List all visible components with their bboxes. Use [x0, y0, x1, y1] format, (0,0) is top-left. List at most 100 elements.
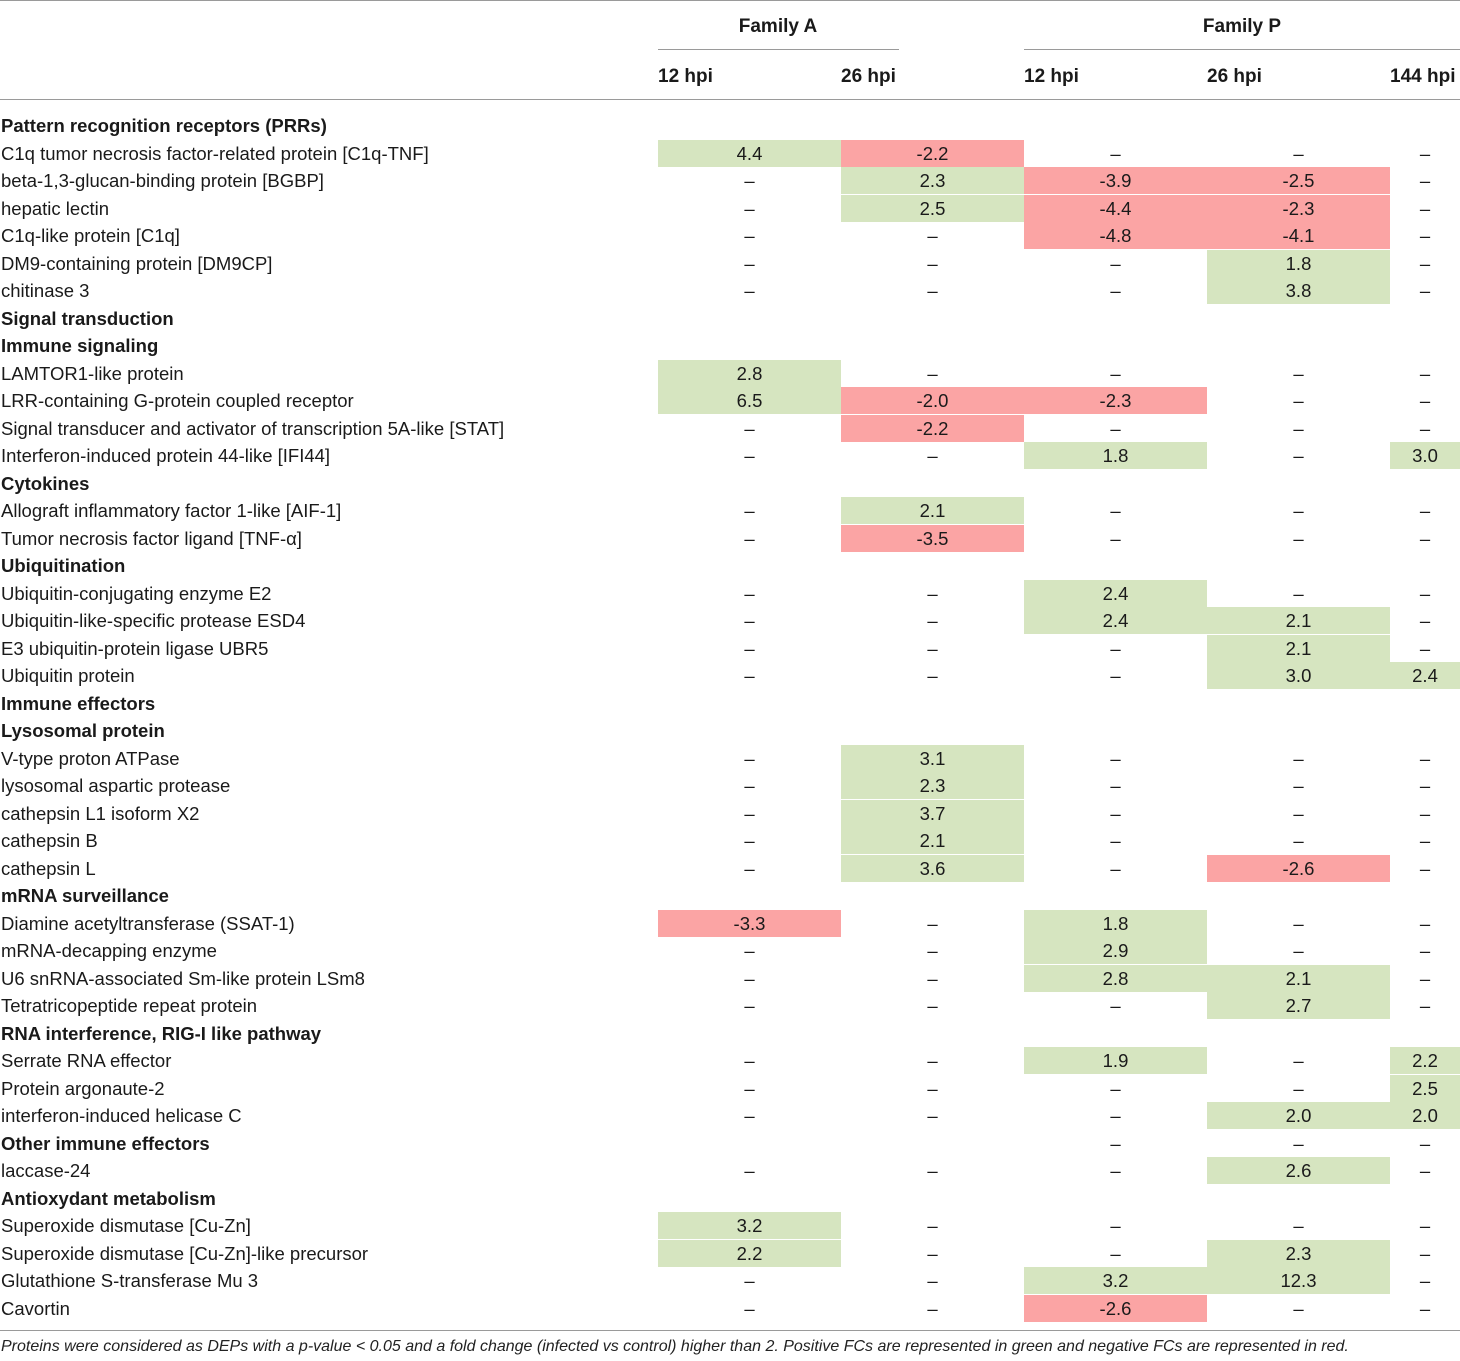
table-row: E3 ubiquitin-protein ligase UBR5 – – – 2.1 –: [0, 634, 1460, 662]
category-label: Lysosomal protein: [1, 720, 165, 741]
fc-cell: –: [1419, 417, 1431, 439]
fc-cell: –: [1419, 610, 1431, 631]
fc-cell-positive: 12.3: [1207, 1267, 1390, 1294]
fc-cell: –: [1293, 802, 1304, 824]
fc-cell: –: [1293, 500, 1304, 521]
fc-cell: –: [744, 500, 755, 521]
fc-cell: –: [1293, 445, 1304, 466]
fc-cell: –: [1419, 582, 1431, 604]
fc-cell: –: [927, 1297, 938, 1319]
table-row: lysosomal aspartic protease – 2.3 – – –: [0, 772, 1460, 799]
fc-cell: –: [1110, 362, 1121, 384]
fc-cell: –: [1293, 912, 1304, 934]
fc-cell: –: [1419, 390, 1431, 411]
protein-name: laccase-24: [1, 1160, 91, 1181]
fc-cell-negative: -4.1: [1207, 222, 1390, 249]
protein-name: V-type proton ATPase: [1, 747, 180, 769]
fc-cell: –: [1293, 775, 1304, 796]
fc-cell: –: [1293, 940, 1304, 961]
fc-cell: –: [927, 1077, 938, 1099]
fc-cell: –: [744, 280, 755, 301]
fc-cell-positive: 2.5: [1390, 1074, 1460, 1102]
table-row: Glutathione S-transferase Mu 3 – – 3.2 12.3 –: [0, 1267, 1460, 1294]
category-row: Pattern recognition receptors (PRRs): [0, 112, 1460, 139]
fc-cell: –: [1293, 1297, 1304, 1319]
category-row: Lysosomal protein: [0, 717, 1460, 744]
fc-cell-positive: 2.5: [841, 194, 1024, 222]
fc-cell: –: [1293, 747, 1304, 769]
fc-cell: –: [927, 1215, 938, 1236]
col-header-p-26hpi: 26 hpi: [1207, 66, 1262, 87]
fc-cell-positive: 3.8: [1207, 277, 1390, 304]
category-label: Other immune effectors: [1, 1132, 210, 1154]
protein-name: E3 ubiquitin-protein ligase UBR5: [1, 637, 269, 659]
fc-cell-positive: 2.3: [841, 772, 1024, 799]
fc-cell: –: [1293, 527, 1304, 549]
fc-cell: –: [1110, 252, 1121, 274]
col-header-a-12hpi: 12 hpi: [658, 66, 713, 87]
table-row: DM9-containing protein [DM9CP] – – – 1.8 –: [0, 249, 1460, 277]
fc-cell: –: [1419, 170, 1431, 191]
category-label: Cytokines: [1, 472, 90, 494]
fc-cell: –: [1419, 1297, 1431, 1319]
table-row: U6 snRNA-associated Sm-like protein LSm8…: [0, 964, 1460, 992]
category-label: Ubiquitination: [1, 555, 126, 576]
category-row: Other immune effectors – – –: [0, 1130, 1460, 1157]
protein-name: Interferon-induced protein 44-like [IFI4…: [1, 445, 331, 466]
fc-cell: –: [1419, 197, 1431, 219]
fc-cell-positive: 2.3: [1207, 1239, 1390, 1267]
protein-name: Protein argonaute-2: [1, 1077, 165, 1099]
fc-cell: –: [1110, 527, 1121, 549]
table-row: Allograft inflammatory factor 1-like [AI…: [0, 497, 1460, 524]
table-row: Serrate RNA effector – – 1.9 – 2.2: [0, 1047, 1460, 1074]
fc-cell: –: [927, 445, 938, 466]
fc-cell: –: [744, 527, 755, 549]
protein-name: Tetratricopeptide repeat protein: [1, 995, 258, 1016]
fc-cell: –: [744, 1105, 755, 1126]
category-row: Ubiquitination: [0, 552, 1460, 579]
fc-cell-negative: -2.6: [1207, 854, 1390, 882]
header-rule: [0, 99, 1460, 100]
fc-cell: –: [744, 802, 755, 824]
fc-cell: –: [744, 637, 755, 659]
protein-name: Cavortin: [1, 1297, 70, 1319]
fc-cell-negative: -3.3: [658, 909, 841, 937]
category-row: Immune effectors: [0, 690, 1460, 717]
fc-cell: –: [1419, 280, 1431, 301]
fc-cell-positive: 3.0: [1207, 662, 1390, 689]
protein-name: Tumor necrosis factor ligand [TNF-α]: [1, 527, 302, 549]
table-row: cathepsin B – 2.1 – – –: [0, 827, 1460, 854]
fc-cell: –: [1419, 362, 1431, 384]
fc-cell-positive: 1.8: [1024, 442, 1207, 469]
protein-name: Superoxide dismutase [Cu-Zn]-like precur…: [1, 1242, 369, 1264]
table-row: Protein argonaute-2 – – – – 2.5: [0, 1074, 1460, 1102]
fc-cell: –: [1110, 1215, 1121, 1236]
fc-cell: –: [927, 1105, 938, 1126]
fc-cell-positive: 1.9: [1024, 1047, 1207, 1074]
fc-cell: –: [744, 747, 755, 769]
category-label: Pattern recognition receptors (PRRs): [1, 115, 327, 136]
fc-cell: –: [927, 912, 938, 934]
fc-cell: –: [744, 417, 755, 439]
fc-cell: –: [744, 1077, 755, 1099]
category-row: Signal transduction: [0, 305, 1460, 332]
fc-cell: –: [1293, 1215, 1304, 1236]
table-row: V-type proton ATPase – 3.1 – – –: [0, 744, 1460, 772]
table-row: cathepsin L – 3.6 – -2.6 –: [0, 854, 1460, 882]
fc-cell: –: [1110, 500, 1121, 521]
fc-cell: –: [1110, 665, 1121, 686]
fc-cell-positive: 3.6: [841, 854, 1024, 882]
fc-cell: –: [744, 610, 755, 631]
fc-cell-positive: 3.2: [658, 1212, 841, 1239]
fc-cell: –: [1293, 390, 1304, 411]
table-row: interferon-induced helicase C – – – 2.0 2.0: [0, 1102, 1460, 1129]
fc-cell: –: [1419, 1132, 1431, 1154]
category-row: Immune signaling: [0, 332, 1460, 359]
fc-cell: –: [927, 252, 938, 274]
fc-cell: –: [1110, 1132, 1121, 1154]
fc-cell-negative: -2.2: [841, 139, 1024, 167]
fc-cell-positive: 1.8: [1024, 909, 1207, 937]
fc-cell-positive: 2.8: [1024, 964, 1207, 992]
fc-cell: –: [744, 252, 755, 274]
fc-cell-negative: -4.8: [1024, 222, 1207, 249]
